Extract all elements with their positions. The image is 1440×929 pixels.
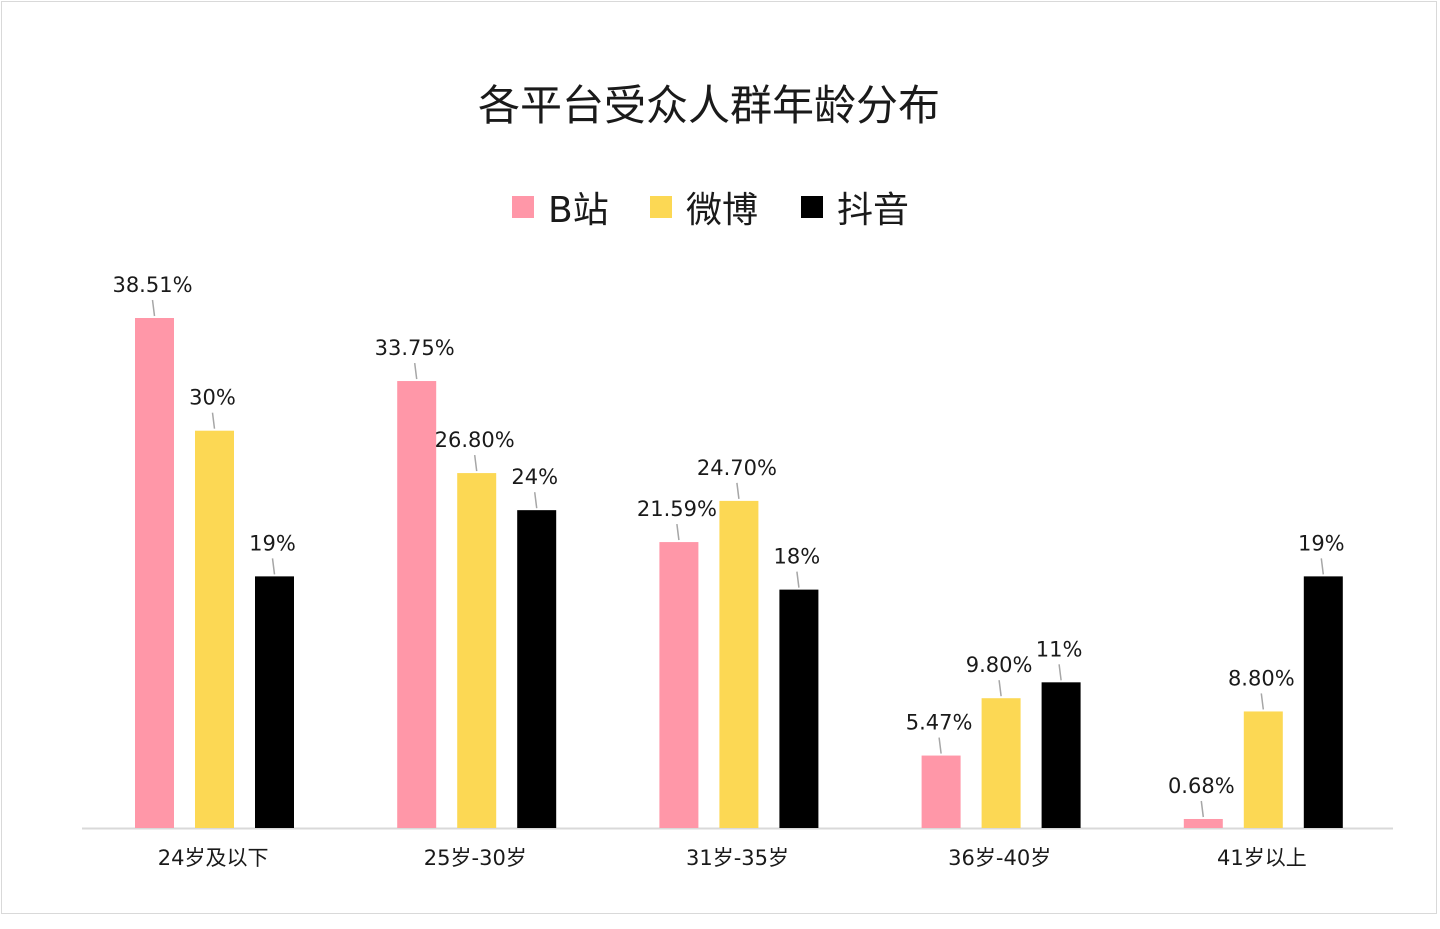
x-tick-label: 41岁以上 [1217,846,1307,870]
x-tick-label: 24岁及以下 [158,846,269,870]
data-label: 30% [189,386,236,410]
bar-weibo-4 [1243,711,1283,828]
data-label: 18% [774,545,821,569]
data-label: 38.51% [112,273,192,297]
data-label: 11% [1036,637,1083,661]
data-label: 5.47% [906,711,973,735]
legend-swatch-bilibili [512,196,534,218]
bar-bilibili-0 [135,318,174,828]
legend-label-douyin: 抖音 [837,190,909,231]
data-label-leader [151,299,156,317]
bar-douyin-0 [255,576,294,828]
bar-weibo-0 [195,430,234,828]
data-label: 0.68% [1168,774,1235,798]
data-label: 19% [1298,531,1345,555]
x-tick-label: 25岁-30岁 [424,846,527,870]
legend-label-weibo: 微博 [686,190,758,231]
data-label: 9.80% [966,653,1033,677]
data-label: 24.70% [697,456,777,480]
bar-douyin-1 [517,510,557,828]
legend-swatch-weibo [650,196,672,218]
data-label-leader [1200,800,1205,818]
data-label: 21.59% [637,497,717,521]
chart-title: 各平台受众人群年龄分布 [478,81,940,130]
legend-item-douyin: 抖音 [801,190,909,231]
bar-douyin-3 [1041,682,1081,828]
bar-douyin-2 [779,589,819,828]
legend-item-bilibili: B站 [512,190,609,231]
data-label-leader [413,362,418,380]
plot-area: 38.51% 30% 19% 24岁及以下 33.75% 26.80% 24% 25岁-30岁… [82,273,1393,870]
data-label: 19% [249,531,296,555]
data-label: 8.80% [1228,666,1295,690]
bar-weibo-1 [457,473,497,828]
data-label-leader [676,523,680,541]
data-label-leader [736,482,740,499]
legend: B站 微博 抖音 [512,190,909,231]
data-label-leader [1260,693,1265,710]
data-label-leader [998,680,1002,697]
data-label: 33.75% [375,336,455,360]
bar-weibo-3 [981,698,1021,828]
data-label-leader [533,492,538,509]
data-label-leader [271,558,276,575]
data-label: 24% [511,465,558,489]
data-label-leader [211,412,216,429]
data-label-leader [1058,664,1062,681]
bar-bilibili-1 [397,381,437,828]
bar-weibo-2 [719,500,759,828]
x-tick-label: 36岁-40岁 [948,846,1051,870]
legend-label-bilibili: B站 [548,190,609,231]
legend-item-weibo: 微博 [650,190,758,231]
data-label-leader [1320,558,1325,575]
data-label: 26.80% [435,428,515,452]
data-label-leader [796,571,800,588]
bar-bilibili-2 [659,542,699,828]
bar-bilibili-4 [1183,818,1223,828]
data-label-leader [473,454,478,472]
bar-douyin-4 [1303,576,1343,828]
bar-bilibili-3 [921,755,961,828]
legend-swatch-douyin [801,196,823,218]
x-tick-label: 31岁-35岁 [686,846,789,870]
data-label-leader [938,737,942,754]
